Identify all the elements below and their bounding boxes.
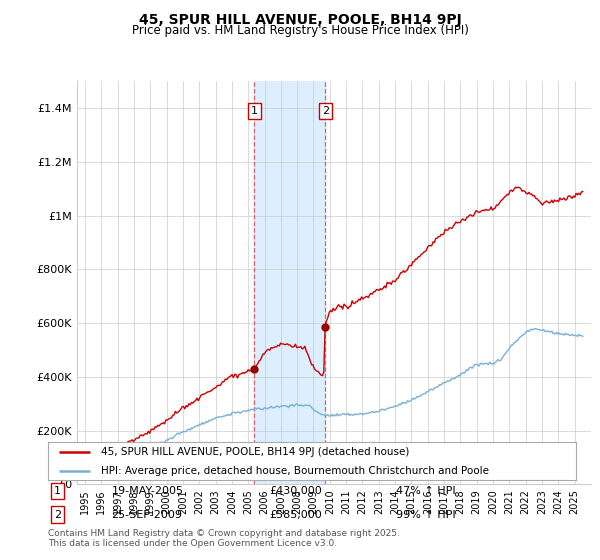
Text: 2: 2	[54, 510, 61, 520]
Text: Price paid vs. HM Land Registry's House Price Index (HPI): Price paid vs. HM Land Registry's House …	[131, 24, 469, 36]
Text: 2: 2	[322, 106, 329, 116]
Text: £430,000: £430,000	[270, 486, 323, 496]
Text: 25-SEP-2009: 25-SEP-2009	[112, 510, 182, 520]
Text: Contains HM Land Registry data © Crown copyright and database right 2025.
This d: Contains HM Land Registry data © Crown c…	[48, 529, 400, 548]
Text: 1: 1	[251, 106, 258, 116]
Text: 19-MAY-2005: 19-MAY-2005	[112, 486, 184, 496]
Text: 99% ↑ HPI: 99% ↑ HPI	[397, 510, 456, 520]
Text: 47% ↑ HPI: 47% ↑ HPI	[397, 486, 456, 496]
Bar	[254, 81, 325, 484]
Text: HPI: Average price, detached house, Bournemouth Christchurch and Poole: HPI: Average price, detached house, Bour…	[101, 465, 489, 475]
Text: 45, SPUR HILL AVENUE, POOLE, BH14 9PJ (detached house): 45, SPUR HILL AVENUE, POOLE, BH14 9PJ (d…	[101, 446, 409, 456]
Text: £585,000: £585,000	[270, 510, 323, 520]
Text: 45, SPUR HILL AVENUE, POOLE, BH14 9PJ: 45, SPUR HILL AVENUE, POOLE, BH14 9PJ	[139, 13, 461, 27]
Text: 1: 1	[54, 486, 61, 496]
